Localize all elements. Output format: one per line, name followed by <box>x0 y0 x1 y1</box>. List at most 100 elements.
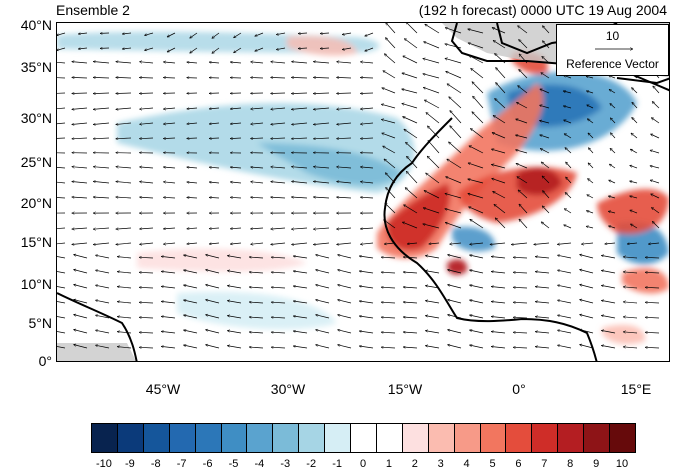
wind-arrow <box>72 182 88 184</box>
wind-arrow <box>425 271 440 274</box>
wind-arrow <box>337 315 352 319</box>
wind-arrow <box>495 98 506 109</box>
wind-arrow <box>447 345 462 349</box>
wind-arrow <box>73 300 88 304</box>
wind-arrow <box>448 142 462 154</box>
wind-arrow <box>93 77 110 78</box>
wind-arrow <box>336 93 352 94</box>
wind-arrow <box>291 167 308 169</box>
wind-arrow <box>209 62 220 63</box>
wind-arrow <box>359 331 374 334</box>
colorbar-tick-label: 8 <box>567 458 574 470</box>
wind-arrow <box>563 91 572 94</box>
wind-arrow <box>447 83 462 94</box>
wind-arrow <box>384 243 396 244</box>
lat-label-35n: 35°N <box>20 59 52 75</box>
wind-arrow <box>57 77 66 79</box>
wind-arrow <box>517 26 528 34</box>
wind-arrow <box>139 123 154 124</box>
wind-arrow <box>116 228 132 229</box>
wind-arrow <box>95 285 110 289</box>
colorbar-box <box>583 423 611 453</box>
wind-arrow <box>425 301 440 304</box>
colorbar-box <box>272 423 300 453</box>
lon-label-15w: 15°W <box>387 381 423 397</box>
wind-arrow <box>233 47 242 54</box>
wind-arrow <box>116 62 132 64</box>
wind-arrow <box>469 55 484 64</box>
wind-arrow <box>183 315 198 319</box>
wind-arrow <box>557 255 572 259</box>
wind-arrow <box>230 62 242 63</box>
wind-arrow <box>360 78 374 79</box>
wind-arrow <box>382 88 396 94</box>
title-left: Ensemble 2 <box>56 2 130 18</box>
wind-arrow <box>631 88 638 94</box>
wind-arrow <box>557 330 572 334</box>
wind-arrow <box>645 317 660 318</box>
wind-arrow <box>57 61 66 64</box>
wind-arrow <box>579 330 594 334</box>
colorbar-box <box>401 423 429 453</box>
wind-arrow <box>72 93 88 94</box>
wind-arrow <box>579 285 594 289</box>
wind-arrow <box>116 93 132 94</box>
wind-arrow <box>93 242 110 245</box>
wind-arrow <box>209 167 220 168</box>
wind-arrow <box>630 165 638 169</box>
wind-arrow <box>492 133 506 139</box>
wind-arrow <box>163 197 176 198</box>
wind-arrow <box>493 115 506 124</box>
wind-arrow <box>315 330 330 334</box>
wind-arrow <box>540 148 550 154</box>
wind-arrow <box>230 167 242 168</box>
wind-arrow <box>468 43 484 49</box>
wind-arrow <box>563 120 572 124</box>
wind-arrow <box>447 330 462 334</box>
wind-arrow <box>227 256 242 259</box>
wind-arrow <box>315 315 330 319</box>
wind-arrow <box>360 167 374 168</box>
wind-arrow <box>425 286 440 289</box>
wind-arrow <box>122 48 132 49</box>
wind-arrow <box>249 287 264 288</box>
reference-vector-label: Reference Vector <box>566 57 659 71</box>
lat-label-25n: 25°N <box>20 154 52 170</box>
wind-arrow <box>471 68 484 79</box>
wind-arrow <box>250 167 264 168</box>
wind-arrow <box>167 32 176 38</box>
colorbar-box <box>246 423 274 453</box>
wind-arrow <box>519 54 528 64</box>
wind-arrow <box>163 167 176 168</box>
wind-arrow <box>360 243 374 244</box>
missing-area-southwest <box>57 343 136 361</box>
wind-arrow <box>403 257 418 258</box>
wind-arrow <box>386 23 396 34</box>
wind-arrow <box>517 176 528 184</box>
wind-arrow <box>117 257 132 259</box>
wind-arrow <box>652 101 660 109</box>
wind-arrow <box>492 190 506 199</box>
wind-arrow <box>445 193 462 199</box>
wind-arrow <box>271 287 286 288</box>
wind-arrow <box>93 197 110 198</box>
wind-arrow <box>139 182 154 184</box>
wind-arrow <box>359 316 374 319</box>
wind-arrow <box>57 92 66 94</box>
colorbar-box <box>350 423 377 453</box>
wind-arrow <box>313 181 330 184</box>
colorbar-tick-label: -10 <box>95 458 112 470</box>
wind-arrow <box>270 197 286 198</box>
wind-arrow <box>116 138 132 139</box>
wind-arrow <box>57 32 66 36</box>
wind-arrow <box>249 272 264 273</box>
wind-arrow <box>610 148 616 154</box>
wind-arrow <box>601 315 616 319</box>
wind-arrow <box>95 345 110 349</box>
wind-arrow <box>492 178 506 184</box>
wind-arrow <box>291 122 308 125</box>
wind-arrow <box>469 315 484 319</box>
wind-arrow <box>359 271 374 274</box>
wind-arrow <box>313 122 330 125</box>
wind-arrow <box>542 26 550 34</box>
